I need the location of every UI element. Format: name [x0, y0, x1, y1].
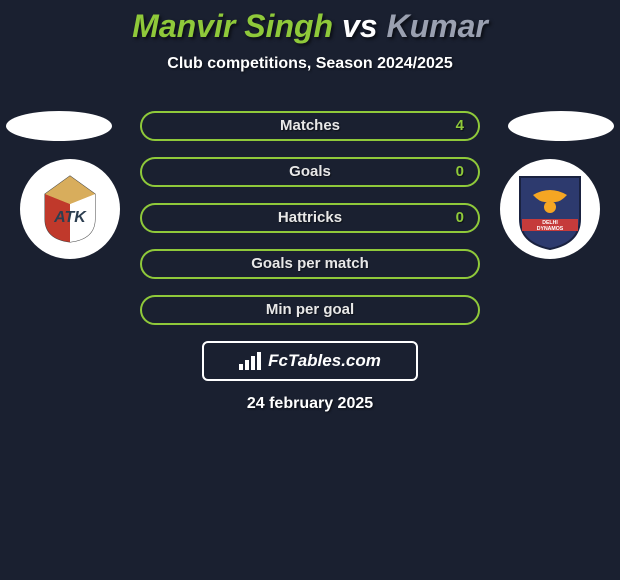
vs-text: vs — [342, 8, 378, 44]
bars-icon — [239, 352, 263, 370]
stats-panel: ATK DELHI DYNAMOS Matches 4 Goals 0 Hatt… — [0, 111, 620, 325]
stat-label: Matches — [142, 113, 478, 139]
stat-value-right: 0 — [456, 159, 464, 185]
delhi-dynamos-logo: DELHI DYNAMOS — [508, 167, 592, 251]
svg-text:DYNAMOS: DYNAMOS — [537, 226, 564, 232]
player2-club-crest: DELHI DYNAMOS — [500, 159, 600, 259]
fctables-attribution: FcTables.com — [202, 341, 418, 381]
stat-row-matches: Matches 4 — [140, 111, 480, 141]
subtitle: Club competitions, Season 2024/2025 — [0, 55, 620, 73]
stat-row-mpg: Min per goal — [140, 295, 480, 325]
comparison-title: Manvir Singh vs Kumar — [0, 0, 620, 45]
fctables-text: FcTables.com — [268, 351, 381, 371]
stat-row-gpm: Goals per match — [140, 249, 480, 279]
player2-name: Kumar — [386, 8, 487, 44]
player2-oval — [508, 111, 614, 141]
stat-row-hattricks: Hattricks 0 — [140, 203, 480, 233]
comparison-date: 24 february 2025 — [0, 395, 620, 413]
fctables-logo: FcTables.com — [239, 351, 381, 371]
atk-logo: ATK — [35, 174, 105, 244]
player1-name: Manvir Singh — [132, 8, 333, 44]
player1-club-crest: ATK — [20, 159, 120, 259]
stat-row-goals: Goals 0 — [140, 157, 480, 187]
stat-value-right: 4 — [456, 113, 464, 139]
stat-value-right: 0 — [456, 205, 464, 231]
stat-label: Hattricks — [142, 205, 478, 231]
stat-label: Goals per match — [142, 251, 478, 277]
player1-oval — [6, 111, 112, 141]
stat-label: Min per goal — [142, 297, 478, 323]
stat-label: Goals — [142, 159, 478, 185]
svg-text:ATK: ATK — [53, 209, 87, 226]
